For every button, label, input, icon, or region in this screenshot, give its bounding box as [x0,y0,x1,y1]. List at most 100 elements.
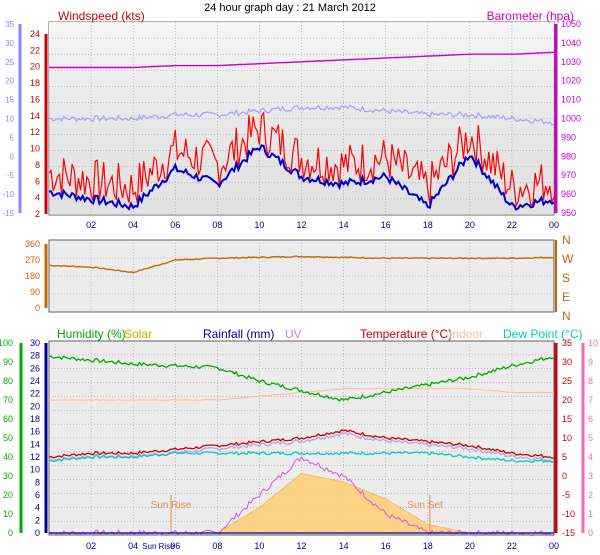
temperature-scale-axis-tick: 10 [5,115,14,124]
uv-label: UV [285,327,302,341]
time-tick: 02 [86,541,96,551]
direction-degrees-axis-tick: 0 [35,303,40,313]
humidity-axis-tick: 40 [3,452,13,462]
time-tick: 00 [549,541,559,551]
windspeed-axis-tick: 10 [30,144,40,154]
time-tick: 08 [212,220,222,230]
panel3-series [48,355,555,537]
uv-axis-tick: 6 [588,414,593,424]
barometer-axis-tick: 1030 [561,57,581,67]
windspeed-axis-tick: 6 [35,176,40,186]
time-tick: 18 [423,541,433,551]
temperature-scale-axis-tick: 25 [5,58,14,67]
rainfall-axis-tick: 10 [30,465,40,475]
panel1-time-axis: 02 04 06 08 10 12 14 16 18 20 22 00 [86,220,559,230]
time-tick: 22 [507,541,517,551]
barometer-axis-tick: 1010 [561,95,581,105]
time-tick: 14 [339,541,349,551]
uv-axis-tick: 2 [588,490,593,500]
dew-point-label: Dew Point (°C) [503,327,582,341]
indoor-label: Indoor [449,327,483,341]
time-tick: 04 [128,220,138,230]
temperature-axis-tick: 20 [562,395,572,405]
temperature-scale-axis-tick: 20 [5,77,14,86]
uv-axis-tick: 7 [588,395,593,405]
sun-set-annotation: Sun Set [407,500,443,511]
temperature-scale-axis-tick: -10 [2,190,14,199]
temperature-overlay-line [48,104,555,126]
rainfall-axis-tick: 20 [30,401,40,411]
humidity-axis-tick: 70 [3,395,13,405]
rainfall-axis-tick: 28 [30,351,40,361]
windspeed-axis-tick: 18 [30,78,40,88]
time-tick: 20 [465,541,475,551]
windspeed-axis-tick: 16 [30,94,40,104]
compass-tick: E [562,290,570,304]
temperature-axis-tick: -10 [562,509,575,519]
panel2-series [48,255,555,274]
humidity-axis-tick: 60 [3,414,13,424]
temperature-scale-axis-tick: 0 [10,152,15,161]
compass-tick: W [562,252,574,266]
rainfall-axis-tick: 24 [30,376,40,386]
rainfall-axis-tick: 22 [30,389,40,399]
uv-axis-tick: 5 [588,433,593,443]
rainfall-axis-tick: 26 [30,363,40,373]
time-tick: 02 [86,220,96,230]
time-tick: 16 [381,220,391,230]
time-tick: 04 [128,541,138,551]
temperature-scale-axis: -15 -10 -5 0 5 10 15 20 25 30 35 [2,20,22,218]
rainfall-axis-tick: 8 [35,477,40,487]
graph-title: 24 hour graph day : 21 March 2012 [204,2,376,14]
temperature-axis-tick: -15 [562,528,575,538]
rainfall-axis-tick: 2 [35,515,40,525]
temperature-axis: -15 -10 -5 0 5 10 15 20 25 30 35 [554,338,575,538]
rainfall-axis-tick: 30 [30,338,40,348]
humidity-line [49,355,555,402]
rainfall-label: Rainfall (mm) [203,327,274,341]
barometer-axis-tick: 1000 [561,114,581,124]
humidity-axis-tick: 50 [3,433,13,443]
rainfall-axis-tick: 4 [35,503,40,513]
uv-axis-tick: 4 [588,452,593,462]
temperature-scale-axis-tick: 35 [5,20,14,29]
time-tick: 22 [507,220,517,230]
barometer-axis-tick: 960 [561,189,576,199]
sun-rise-annotation: Sun Rise [151,500,192,511]
uv-axis: 0 1 2 3 4 5 6 7 8 9 10 [581,338,598,538]
windspeed-axis-tick: 14 [30,111,40,121]
panel-temp-humidity: Humidity (%) Solar Rainfall (mm) UV Temp… [0,327,598,551]
wind-average-line [48,144,555,211]
time-tick: 06 [170,541,180,551]
panel3-time-axis: 02 04 06 08 10 12 14 16 18 20 22 00 Sun Rise [86,541,559,551]
temperature-axis-tick: 35 [562,338,572,348]
barometer-axis: 950 960 970 980 990 1000 1010 1020 1030 1040 1050 [554,19,581,218]
time-tick: 20 [465,220,475,230]
indoor-line [49,387,555,401]
temperature-axis-tick: 0 [562,471,567,481]
temperature-scale-axis-tick: 5 [10,133,15,142]
barometer-axis-title: Barometer (hpa) [487,9,574,23]
time-tick: 12 [296,220,306,230]
compass-tick: N [562,233,571,247]
barometer-line [49,51,555,69]
temperature-axis-tick: 15 [562,414,572,424]
time-tick: 12 [296,541,306,551]
panel-wind-baro: Windspeed (kts) Barometer (hpa) 24681012… [2,9,581,230]
windspeed-axis-tick: 2 [35,209,40,219]
humidity-axis-tick: 80 [3,376,13,386]
compass-tick: N [562,309,571,323]
rainfall-axis-tick: 14 [30,439,40,449]
uv-axis-tick: 1 [588,509,593,519]
temperature-scale-axis-tick: -15 [2,209,14,218]
humidity-label: Humidity (%) [57,327,126,341]
barometer-axis-tick: 1020 [561,76,581,86]
wind-gust-line [48,111,555,208]
barometer-axis-tick: 990 [561,132,576,142]
temperature-scale-axis-tick: 15 [5,96,14,105]
humidity-axis-tick: 10 [3,509,13,519]
